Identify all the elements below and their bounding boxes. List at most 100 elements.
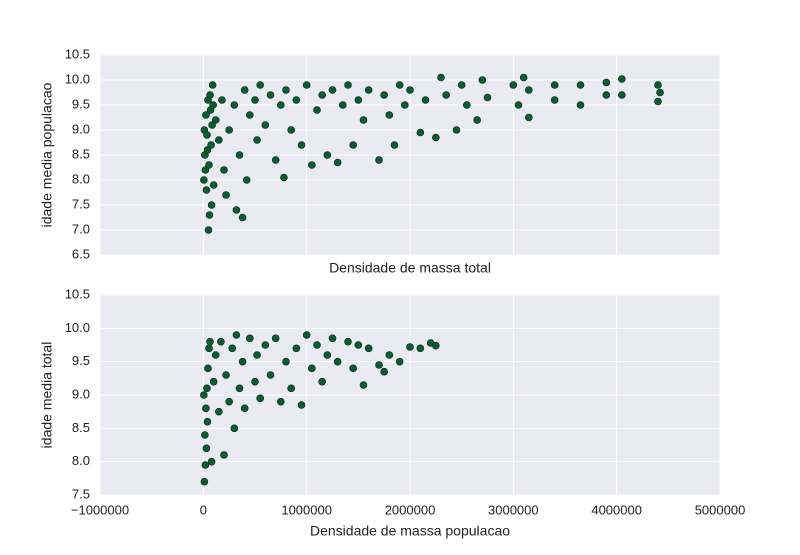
point xyxy=(344,81,352,89)
point xyxy=(323,151,332,159)
point xyxy=(354,341,363,349)
y-tick-label: 10.0 xyxy=(65,320,90,335)
point xyxy=(240,86,249,94)
point xyxy=(308,161,316,169)
x-tick-label: 3000000 xyxy=(488,502,539,517)
point xyxy=(208,81,217,89)
point xyxy=(287,384,295,393)
point xyxy=(364,86,373,94)
point xyxy=(406,86,414,94)
point xyxy=(364,344,373,353)
point xyxy=(432,133,440,142)
point xyxy=(218,96,226,104)
point xyxy=(217,337,225,346)
point xyxy=(240,404,249,413)
y-tick-label: 8.0 xyxy=(72,453,90,468)
point xyxy=(576,81,585,89)
point xyxy=(401,101,409,109)
point xyxy=(380,91,388,99)
point xyxy=(395,81,404,89)
point xyxy=(230,101,239,109)
point xyxy=(225,397,233,406)
point xyxy=(318,91,326,99)
point xyxy=(261,341,270,349)
y-tick-label: 9.5 xyxy=(72,353,90,368)
y-tick-label: 7.5 xyxy=(72,196,90,211)
point xyxy=(328,334,337,343)
x-tick-label: 4000000 xyxy=(591,502,642,517)
point xyxy=(200,477,209,486)
y-axis-label: idade media populacao xyxy=(39,82,55,227)
point xyxy=(323,351,332,359)
point xyxy=(215,407,223,416)
y-tick-label: 8.0 xyxy=(72,171,90,186)
point xyxy=(271,156,280,164)
x-tick-label: 5000000 xyxy=(695,502,746,517)
point xyxy=(576,101,585,109)
point xyxy=(230,424,239,433)
point xyxy=(442,91,450,99)
point xyxy=(349,364,357,373)
point xyxy=(277,397,285,406)
point xyxy=(654,97,662,106)
point xyxy=(205,344,213,353)
point xyxy=(207,201,216,209)
point xyxy=(602,91,611,99)
point xyxy=(256,81,264,89)
point xyxy=(201,151,209,159)
point xyxy=(302,331,311,339)
point xyxy=(253,136,261,144)
point xyxy=(204,226,213,234)
point xyxy=(203,417,212,426)
point xyxy=(318,377,326,386)
point xyxy=(209,101,217,109)
point xyxy=(271,334,280,343)
point xyxy=(209,377,218,386)
point xyxy=(375,156,383,164)
point xyxy=(256,394,264,403)
x-tick-label: 2000000 xyxy=(385,502,436,517)
point xyxy=(205,211,214,219)
point xyxy=(354,96,363,104)
point xyxy=(202,186,211,194)
point xyxy=(292,344,301,353)
point xyxy=(251,377,259,386)
point xyxy=(421,96,430,104)
point xyxy=(525,113,533,122)
point xyxy=(297,141,306,149)
point xyxy=(416,344,425,353)
point xyxy=(222,191,230,199)
point xyxy=(380,367,388,376)
x-axis-label: Densidade de massa total xyxy=(329,260,491,276)
point xyxy=(246,111,254,119)
point xyxy=(344,337,352,346)
point xyxy=(395,357,404,366)
point xyxy=(333,357,342,366)
y-tick-label: 9.0 xyxy=(72,386,90,401)
point xyxy=(483,93,492,102)
point xyxy=(287,126,295,134)
point xyxy=(618,75,626,83)
point xyxy=(238,357,247,366)
x-axis-label: Densidade de massa populacao xyxy=(310,523,510,539)
point xyxy=(201,461,210,469)
point xyxy=(206,91,214,99)
point xyxy=(328,86,337,94)
point xyxy=(463,101,471,109)
point xyxy=(656,88,664,97)
point xyxy=(339,101,347,109)
point xyxy=(215,136,223,144)
point xyxy=(266,91,275,99)
point xyxy=(220,166,228,174)
point xyxy=(452,126,461,134)
point xyxy=(220,451,228,459)
y-tick-label: 10.5 xyxy=(65,286,90,301)
point xyxy=(202,111,210,119)
y-tick-label: 10.0 xyxy=(65,71,90,86)
point xyxy=(204,364,212,373)
point xyxy=(261,121,270,129)
point xyxy=(202,444,211,453)
point xyxy=(359,381,368,389)
point xyxy=(525,86,533,94)
point xyxy=(202,404,210,413)
